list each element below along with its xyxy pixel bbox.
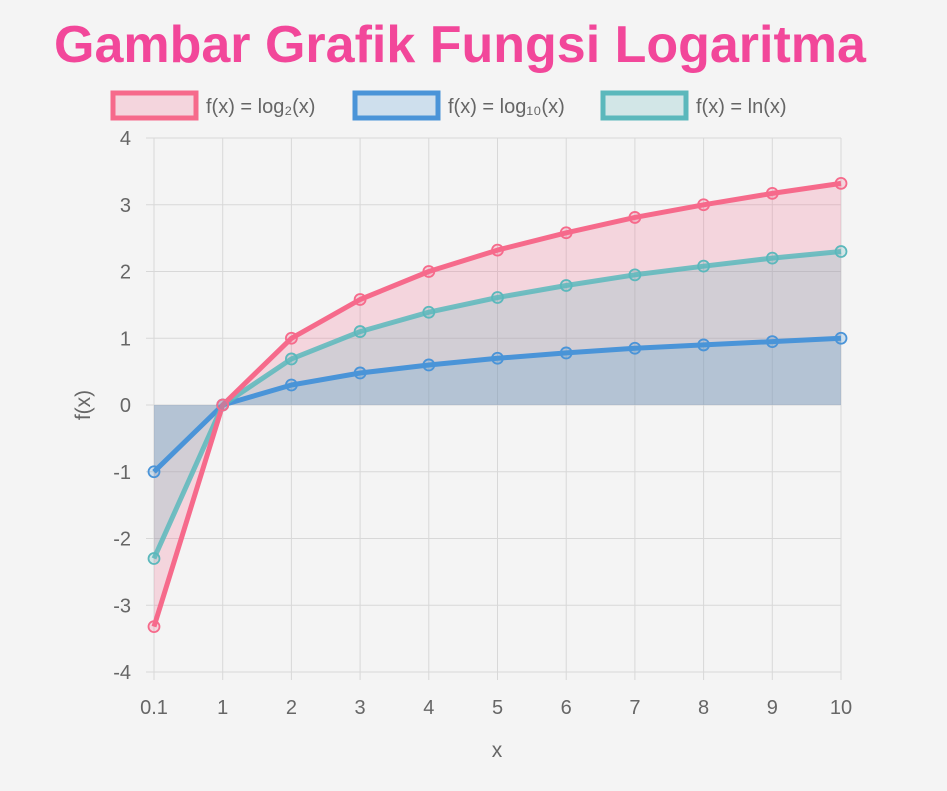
data-point: [284, 331, 298, 345]
data-point: [559, 346, 573, 360]
x-tick-label: 4: [423, 697, 434, 719]
x-tick-label: 0.1: [140, 697, 168, 719]
data-point: [284, 378, 298, 392]
data-point: [216, 398, 230, 412]
data-point: [559, 226, 573, 240]
data-point: [353, 293, 367, 306]
legend-swatch-1: [352, 90, 441, 121]
series-lines: [151, 180, 842, 628]
data-point: [628, 211, 642, 224]
series-points: [147, 176, 848, 634]
data-point: [147, 620, 161, 634]
x-tick-label: 1: [217, 697, 228, 719]
data-point: [697, 259, 710, 273]
y-tick-label: -4: [113, 662, 131, 684]
x-tick-label: 9: [767, 697, 778, 719]
data-point: [147, 552, 161, 565]
data-point: [491, 243, 504, 257]
legend: f(x) = log₂(x) f(x) = log₁₀(x) f(x) = ln(x…: [110, 90, 787, 121]
y-axis-title: f(x): [72, 390, 95, 420]
x-axis-title: x: [492, 739, 503, 762]
y-tick-label: -2: [113, 529, 131, 551]
series-line-2: [151, 249, 842, 560]
legend-label-0: f(x) = log₂(x): [206, 96, 315, 118]
chart-title: Gambar Grafik Fungsi Logaritma: [54, 16, 867, 74]
x-tick-label: 2: [286, 697, 297, 719]
series-line-0: [151, 180, 842, 628]
data-point: [765, 335, 779, 348]
series-fill-0: [154, 183, 841, 627]
x-tick-label: 7: [629, 697, 640, 719]
x-tick-label: 5: [492, 697, 503, 719]
grid: [146, 137, 842, 680]
y-tick-label: 0: [120, 395, 131, 417]
y-tick-label: -1: [113, 462, 131, 484]
series-fill-1: [154, 338, 841, 472]
y-tick-labels: 4 3 2 1 0 -1 -2 -3 -4: [113, 128, 131, 684]
data-point: [834, 331, 848, 345]
data-point: [697, 338, 710, 352]
data-point: [765, 251, 779, 265]
x-tick-label: 6: [561, 697, 572, 719]
legend-swatch-2: [600, 90, 689, 121]
x-tick-label: 10: [830, 697, 852, 719]
data-point: [422, 265, 436, 278]
data-point: [628, 268, 642, 282]
y-tick-label: 1: [120, 328, 131, 350]
y-tick-label: 4: [120, 128, 131, 150]
data-point: [284, 352, 298, 366]
data-point: [628, 341, 642, 355]
x-tick-labels: 0.1 1 2 3 4 5 6 7 8 9 10: [140, 697, 852, 719]
legend-label-1: f(x) = log₁₀(x): [448, 96, 565, 118]
data-point: [353, 325, 367, 338]
series-fills: [154, 183, 841, 627]
data-point: [422, 305, 436, 319]
y-tick-label: -3: [113, 595, 131, 617]
series-line-1: [152, 335, 842, 474]
y-tick-label: 3: [120, 195, 131, 217]
y-tick-label: 2: [120, 262, 131, 284]
data-point: [422, 358, 436, 372]
data-point: [834, 245, 848, 258]
data-point: [765, 187, 779, 200]
data-point: [353, 366, 367, 380]
series-fill-2: [154, 251, 841, 559]
data-point: [834, 176, 848, 190]
data-point: [559, 279, 573, 292]
data-point: [491, 351, 504, 365]
data-point: [697, 198, 710, 212]
legend-swatch-0: [110, 90, 199, 121]
x-tick-label: 3: [355, 697, 366, 719]
data-point: [147, 465, 161, 479]
x-tick-label: 8: [698, 697, 709, 719]
data-point: [491, 291, 504, 304]
legend-label-2: f(x) = ln(x): [696, 96, 787, 118]
